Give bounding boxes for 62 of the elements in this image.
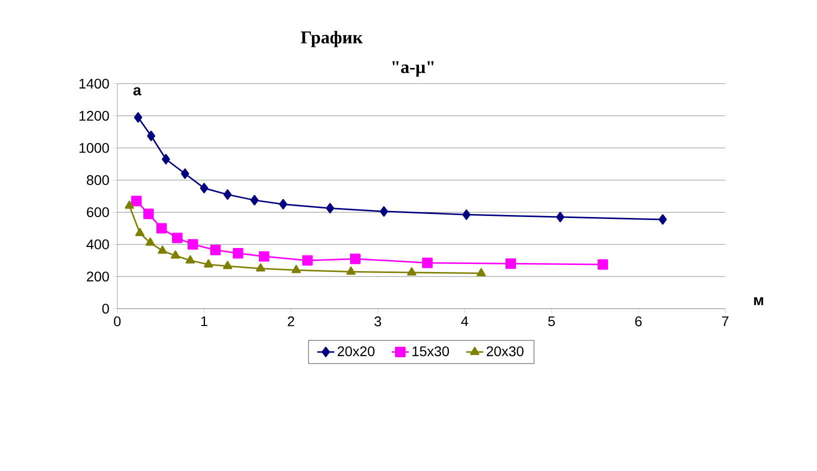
point [143,208,154,220]
y-tick-label: 600 [86,207,109,218]
point [476,268,486,276]
point [134,112,142,123]
point [350,254,360,264]
point [210,244,221,256]
y-tick-label: 0 [102,304,109,314]
x-tick-label: 2 [288,316,294,326]
chart-title: График [300,30,363,48]
legend-label: 20x20 [338,346,374,356]
y-tick-label: 800 [86,175,109,186]
point [422,258,433,268]
point [380,206,388,217]
point [407,267,416,276]
legend-label: 15x30 [412,346,449,356]
chart-subtitle: "а-μ" [392,61,434,77]
point [135,228,144,236]
point [146,238,155,246]
y-tick-label: 1400 [80,78,109,89]
x-tick-label: 1 [201,316,208,326]
point [250,194,259,206]
point [147,130,156,142]
point [556,212,564,222]
point [462,209,471,220]
point [302,255,313,266]
y-tick-label: 200 [86,272,109,282]
legend-label: 20x30 [486,346,524,356]
point [658,214,667,225]
x-tick-label: 3 [374,316,382,326]
y-axis-title: а [133,87,142,96]
point [162,154,170,164]
point [170,250,180,259]
point [124,200,134,209]
x-axis-title: м [754,297,764,306]
point [258,251,270,262]
point [326,202,334,214]
x-tick-label: 6 [635,316,642,326]
point [131,196,142,206]
point [156,223,167,234]
point [232,248,244,258]
point [200,182,208,194]
x-tick-label: 7 [722,316,728,326]
point [222,260,232,270]
x-tick-label: 0 [114,316,121,326]
point [204,259,214,268]
point [180,168,190,179]
point [256,263,266,272]
point [279,198,288,210]
point [188,239,198,250]
point [292,264,301,274]
x-tick-label: 4 [461,316,468,326]
point [505,258,516,269]
y-tick-label: 400 [86,239,109,250]
x-tick-label: 5 [548,316,555,326]
point [223,189,232,200]
point [172,232,182,244]
point [158,246,168,254]
y-tick-label: 1200 [80,110,109,121]
point [346,266,356,275]
point [598,259,608,270]
point [186,255,195,264]
y-tick-label: 1000 [80,143,109,153]
